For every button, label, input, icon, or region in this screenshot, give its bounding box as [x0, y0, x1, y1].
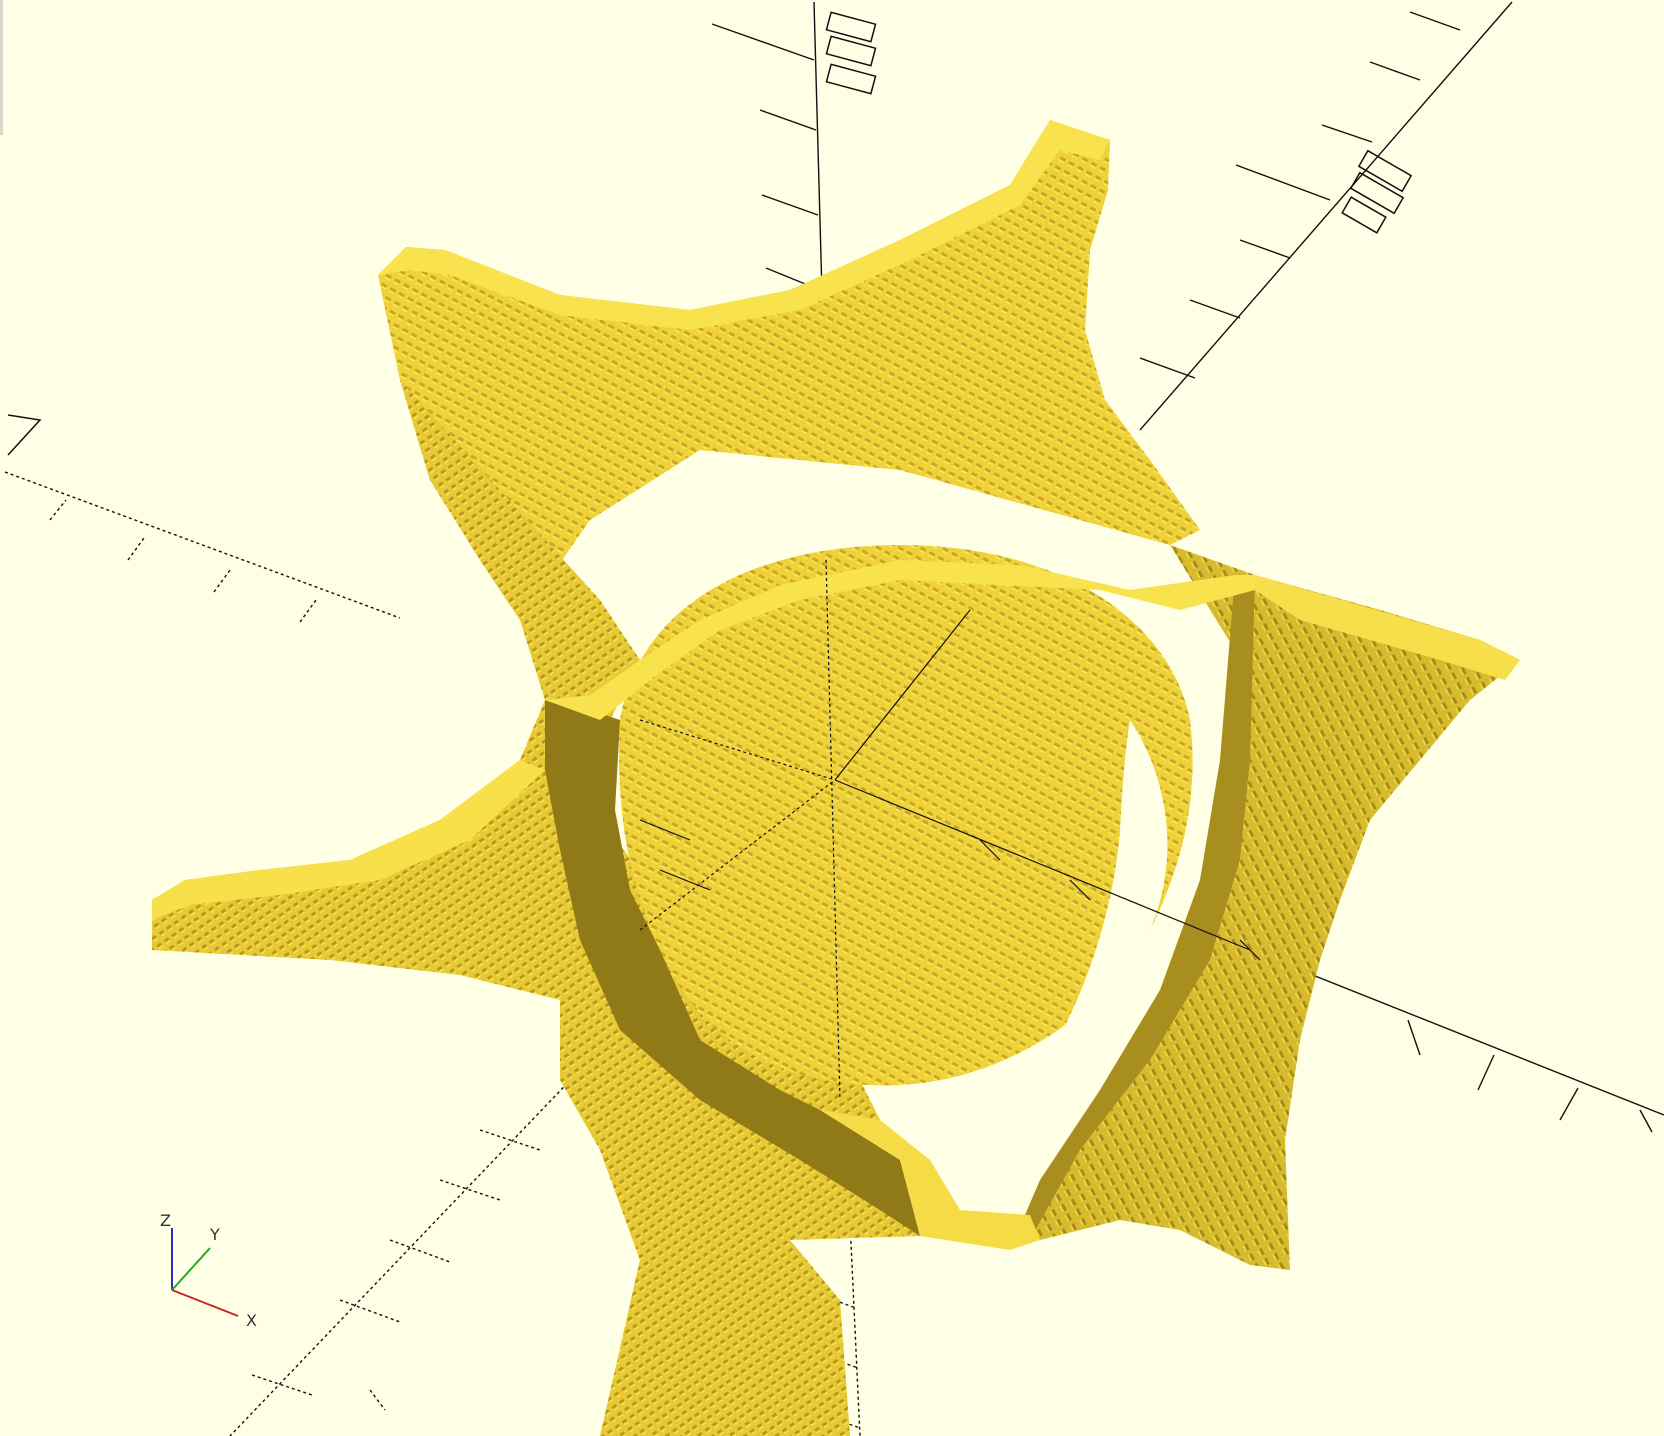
window-edge [0, 0, 3, 135]
axis-gizmo-icon: Z Y X [160, 1211, 257, 1330]
gizmo-x-axis [171, 1289, 239, 1317]
axis-lines-front [639, 559, 1261, 1101]
model-solid[interactable] [152, 120, 1520, 1436]
gizmo-y-label: Y [209, 1225, 220, 1244]
gizmo-z-label: Z [160, 1211, 171, 1230]
axis-lines-back [711, 1, 1664, 1133]
axis-lines-negative [4, 471, 861, 1436]
axis-number-labels [7, 11, 1413, 456]
gizmo-y-axis [171, 1247, 211, 1291]
gizmo-x-label: X [246, 1311, 257, 1330]
